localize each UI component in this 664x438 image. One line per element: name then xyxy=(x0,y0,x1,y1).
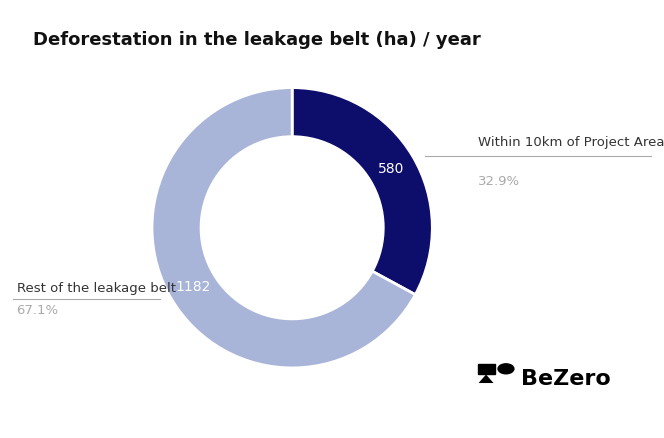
Text: 32.9%: 32.9% xyxy=(478,175,520,188)
Wedge shape xyxy=(292,88,432,295)
Text: Within 10km of Project Area: Within 10km of Project Area xyxy=(478,136,664,149)
Text: Deforestation in the leakage belt (ha) / year: Deforestation in the leakage belt (ha) /… xyxy=(33,31,481,49)
Text: 580: 580 xyxy=(378,162,405,176)
Wedge shape xyxy=(152,88,416,368)
Text: 1182: 1182 xyxy=(175,280,210,294)
Text: BeZero: BeZero xyxy=(521,369,611,389)
Text: Rest of the leakage belt: Rest of the leakage belt xyxy=(17,282,175,295)
Text: 67.1%: 67.1% xyxy=(17,304,58,317)
